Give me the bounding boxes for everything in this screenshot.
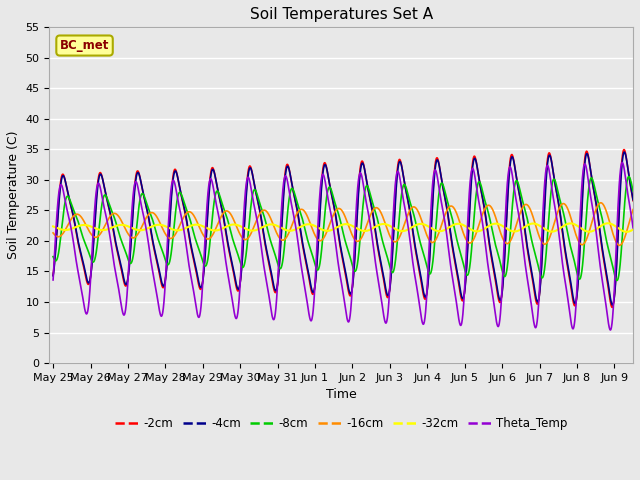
X-axis label: Time: Time bbox=[326, 388, 356, 401]
Title: Soil Temperatures Set A: Soil Temperatures Set A bbox=[250, 7, 433, 22]
Text: BC_met: BC_met bbox=[60, 39, 109, 52]
Y-axis label: Soil Temperature (C): Soil Temperature (C) bbox=[7, 131, 20, 259]
Legend: -2cm, -4cm, -8cm, -16cm, -32cm, Theta_Temp: -2cm, -4cm, -8cm, -16cm, -32cm, Theta_Te… bbox=[111, 413, 572, 435]
